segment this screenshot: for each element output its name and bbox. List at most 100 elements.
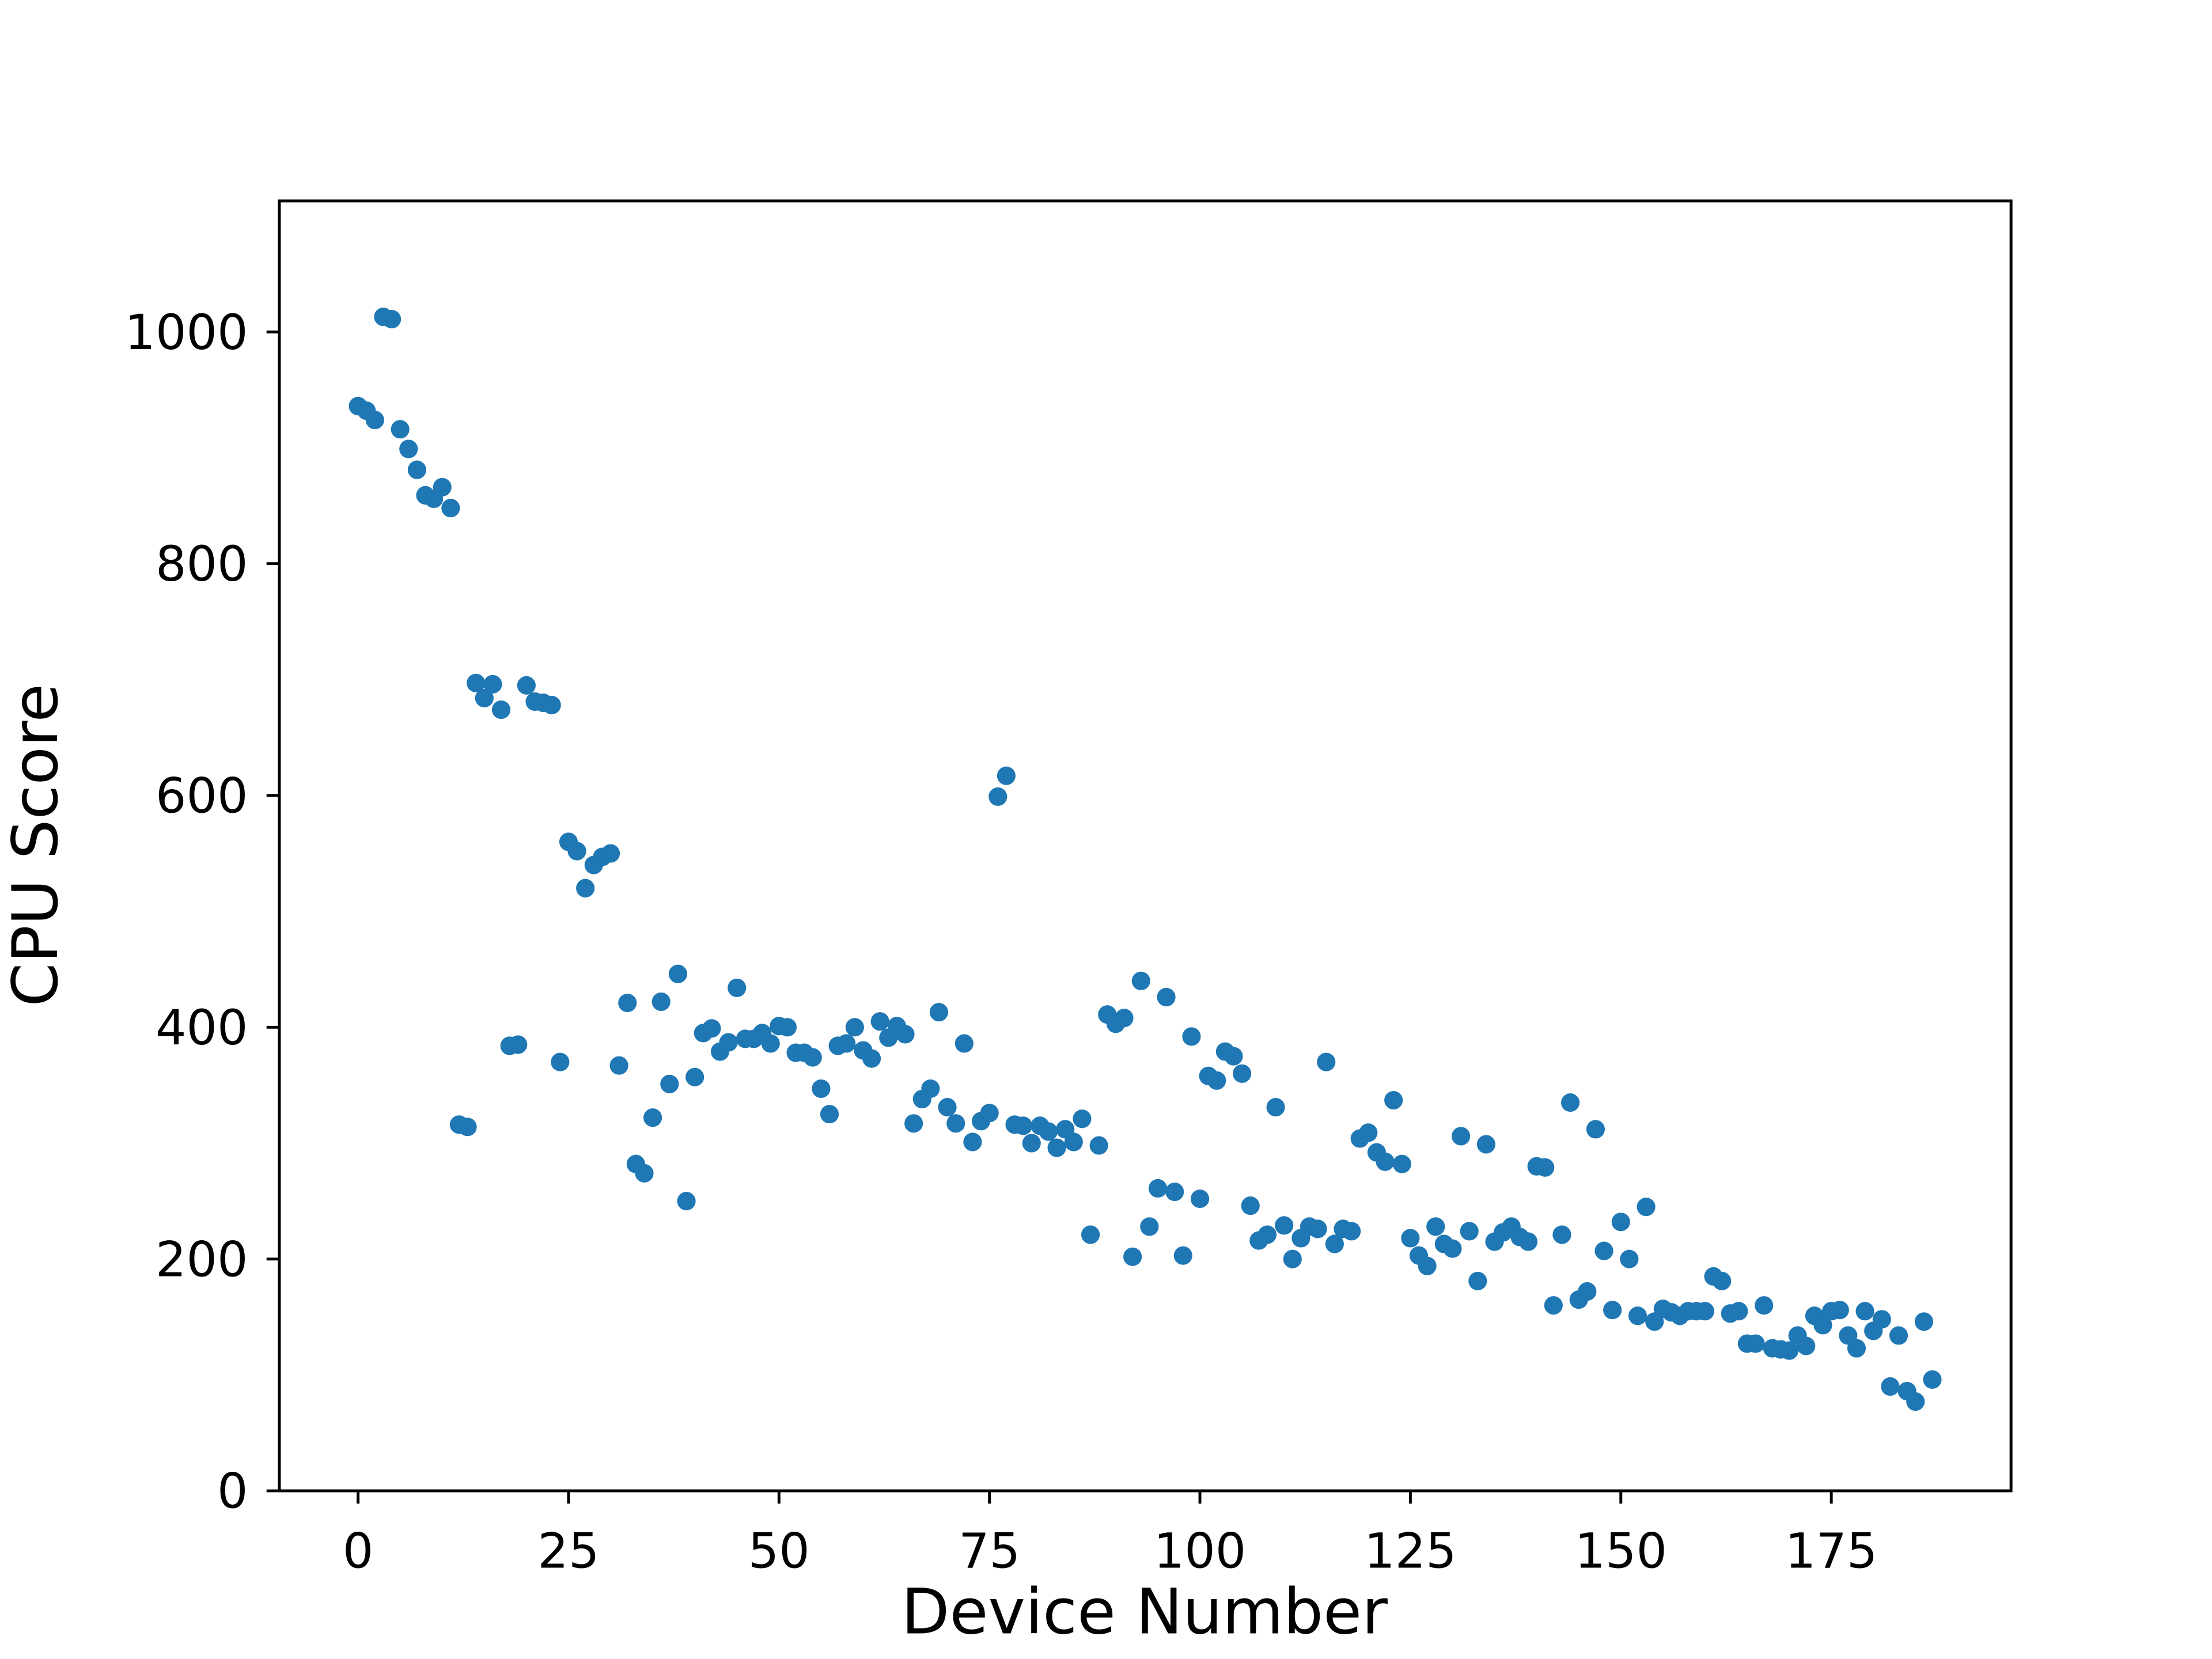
point bbox=[1594, 1241, 1613, 1260]
point bbox=[862, 1049, 881, 1068]
point bbox=[433, 478, 452, 497]
point bbox=[668, 964, 688, 983]
point bbox=[870, 1012, 889, 1031]
point bbox=[1813, 1316, 1832, 1335]
point bbox=[1275, 1216, 1294, 1235]
x-tick-label: 25 bbox=[537, 1523, 599, 1580]
point bbox=[391, 420, 410, 439]
x-axis-label: Device Number bbox=[902, 1575, 1388, 1648]
point bbox=[1923, 1370, 1942, 1389]
point bbox=[618, 993, 637, 1013]
y-tick-label: 1000 bbox=[124, 304, 248, 361]
point bbox=[1342, 1222, 1361, 1241]
point bbox=[812, 1079, 831, 1099]
point bbox=[1637, 1198, 1656, 1217]
point bbox=[1476, 1135, 1496, 1154]
point bbox=[1620, 1249, 1639, 1268]
y-tick-label: 800 bbox=[156, 536, 248, 592]
point bbox=[1881, 1377, 1900, 1396]
x-tick-label: 125 bbox=[1364, 1523, 1457, 1580]
point bbox=[685, 1067, 704, 1086]
point bbox=[1359, 1123, 1378, 1142]
point bbox=[382, 309, 402, 329]
point bbox=[1089, 1136, 1108, 1155]
plot-frame bbox=[278, 199, 2013, 1493]
point bbox=[517, 676, 536, 695]
point bbox=[1695, 1302, 1714, 1321]
point bbox=[1443, 1239, 1462, 1258]
point bbox=[1872, 1310, 1891, 1329]
point bbox=[1578, 1282, 1597, 1301]
point bbox=[1544, 1296, 1563, 1315]
point bbox=[1889, 1326, 1908, 1345]
point bbox=[980, 1104, 999, 1123]
point bbox=[963, 1132, 982, 1152]
point bbox=[1729, 1302, 1748, 1321]
point bbox=[820, 1105, 839, 1124]
point bbox=[365, 411, 384, 430]
point bbox=[929, 1003, 949, 1022]
point bbox=[1224, 1047, 1243, 1066]
point bbox=[1308, 1219, 1327, 1238]
point bbox=[652, 992, 671, 1012]
point bbox=[1115, 1009, 1134, 1028]
point bbox=[1317, 1052, 1336, 1071]
point bbox=[1418, 1256, 1437, 1275]
point bbox=[1157, 987, 1176, 1007]
point bbox=[1140, 1217, 1159, 1236]
x-tick-label: 100 bbox=[1154, 1523, 1247, 1580]
point bbox=[1384, 1090, 1403, 1110]
point bbox=[483, 675, 502, 694]
point bbox=[803, 1048, 822, 1067]
point bbox=[660, 1074, 679, 1093]
point bbox=[1855, 1302, 1874, 1321]
point bbox=[407, 460, 426, 479]
point bbox=[1797, 1336, 1816, 1355]
point bbox=[542, 695, 561, 715]
point bbox=[1713, 1271, 1732, 1290]
point bbox=[467, 673, 486, 692]
point bbox=[1755, 1296, 1774, 1315]
point bbox=[1233, 1064, 1252, 1083]
point bbox=[567, 842, 586, 861]
point bbox=[896, 1025, 915, 1044]
point bbox=[643, 1108, 662, 1127]
point bbox=[1047, 1138, 1066, 1157]
point bbox=[955, 1034, 974, 1053]
point bbox=[1552, 1225, 1571, 1244]
y-axis-label: CPU Score bbox=[0, 684, 72, 1007]
point bbox=[1064, 1132, 1083, 1152]
point bbox=[1081, 1225, 1100, 1244]
point bbox=[1073, 1109, 1092, 1128]
point bbox=[1014, 1116, 1033, 1135]
point bbox=[938, 1098, 957, 1117]
point bbox=[1266, 1098, 1285, 1117]
point bbox=[1182, 1027, 1201, 1046]
point bbox=[509, 1035, 528, 1054]
point bbox=[601, 844, 620, 863]
point bbox=[1325, 1234, 1344, 1253]
y-tick-label: 200 bbox=[156, 1231, 248, 1287]
point bbox=[399, 440, 418, 459]
point bbox=[1518, 1232, 1538, 1251]
point bbox=[1283, 1249, 1302, 1268]
y-tick-label: 0 bbox=[217, 1463, 248, 1520]
point bbox=[1847, 1339, 1866, 1358]
point bbox=[1392, 1154, 1411, 1173]
point bbox=[1207, 1071, 1226, 1090]
y-tick-label: 600 bbox=[156, 768, 248, 824]
point bbox=[1603, 1301, 1622, 1320]
point bbox=[677, 1191, 696, 1211]
point bbox=[997, 766, 1016, 785]
point bbox=[491, 700, 511, 719]
point bbox=[1830, 1301, 1849, 1320]
point bbox=[1131, 971, 1150, 990]
point bbox=[837, 1034, 856, 1053]
x-tick-label: 150 bbox=[1574, 1523, 1667, 1580]
point bbox=[1257, 1225, 1277, 1244]
point bbox=[1560, 1093, 1580, 1112]
point bbox=[458, 1118, 477, 1137]
point bbox=[702, 1019, 721, 1038]
point bbox=[1460, 1222, 1479, 1241]
